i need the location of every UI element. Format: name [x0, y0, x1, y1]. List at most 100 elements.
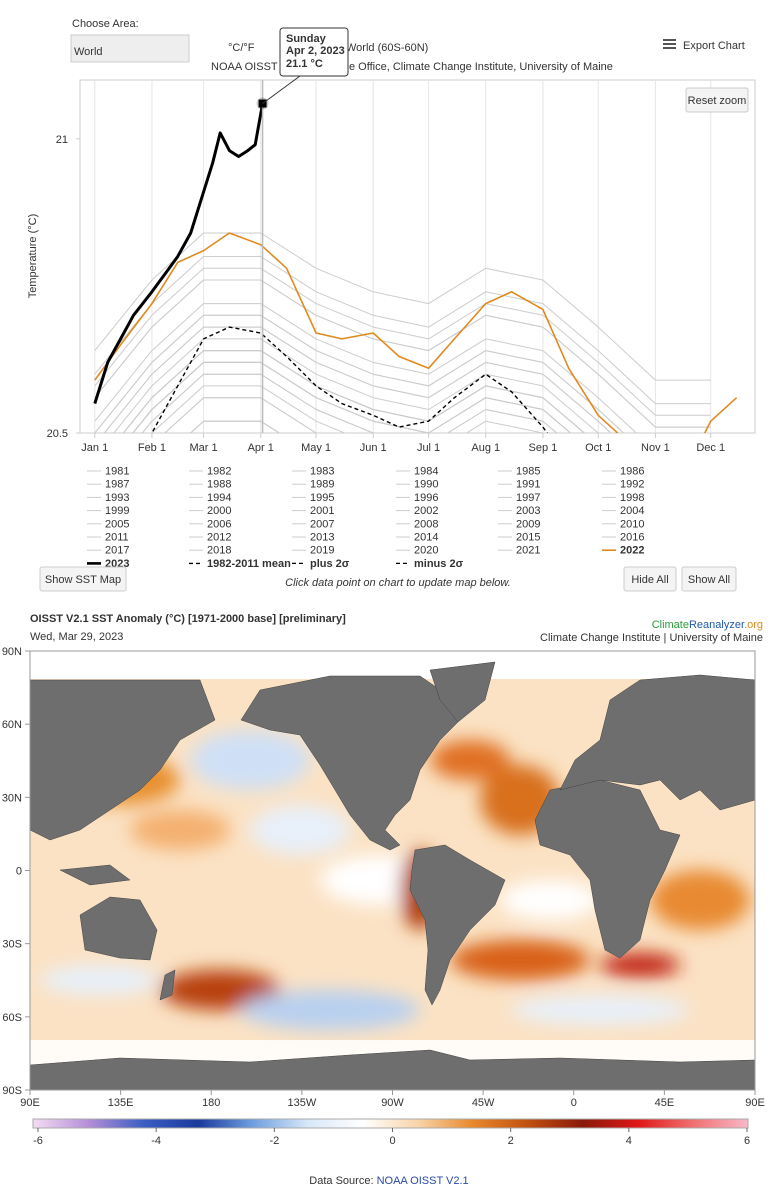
y-axis-label: Temperature (°C): [27, 214, 39, 298]
legend-label[interactable]: 2010: [620, 518, 644, 530]
legend-label[interactable]: 2012: [207, 532, 231, 544]
legend-label[interactable]: 2003: [516, 505, 540, 517]
show-map-button[interactable]: Show SST Map: [39, 566, 127, 592]
legend-label[interactable]: 2004: [620, 505, 644, 517]
series-line: [103, 326, 612, 433]
colorbar-label: 0: [389, 1135, 395, 1147]
legend-label[interactable]: 1984: [414, 466, 438, 478]
show-all-button[interactable]: Show All: [681, 566, 737, 592]
footer-link[interactable]: NOAA OISST V2.1: [377, 1175, 469, 1187]
series-line: [189, 420, 281, 433]
legend-label[interactable]: 2019: [310, 545, 334, 557]
tooltip-day: Sunday: [286, 33, 327, 45]
lon-label: 90E: [20, 1097, 40, 1109]
hide-all-button[interactable]: Hide All: [623, 566, 677, 592]
legend-label[interactable]: 2006: [207, 518, 231, 530]
legend-label[interactable]: 1993: [105, 492, 129, 504]
series-line: [93, 103, 265, 405]
legend-label[interactable]: 2008: [414, 518, 438, 530]
legend-label[interactable]: 1987: [105, 479, 129, 491]
lon-label: 0: [571, 1097, 577, 1109]
series-line: [202, 432, 262, 433]
legend-label[interactable]: 2015: [516, 532, 540, 544]
lat-label: 60N: [2, 719, 22, 731]
legend-label[interactable]: 1991: [516, 479, 540, 491]
colorbar-label: 4: [626, 1135, 632, 1147]
legend-label[interactable]: 2022: [620, 545, 644, 557]
series-line: [94, 256, 711, 405]
x-tick-label: Apr 1: [248, 442, 274, 454]
series-line: [95, 445, 711, 592]
legend-label[interactable]: 1988: [207, 479, 231, 491]
series-line: [95, 445, 711, 592]
legend-label[interactable]: 2017: [105, 545, 129, 557]
tooltip: Sunday Apr 2, 2023 21.1 °C: [262, 27, 349, 104]
x-tick-label: May 1: [301, 442, 331, 454]
legend-label[interactable]: 2020: [414, 545, 438, 557]
legend-label[interactable]: 2000: [207, 505, 231, 517]
legend-label[interactable]: 2021: [516, 545, 540, 557]
x-tick-label: Feb 1: [138, 442, 166, 454]
y-tick-label: 20.5: [47, 428, 68, 440]
series-line: [189, 420, 281, 433]
legend-label[interactable]: 1998: [620, 492, 644, 504]
series-line: [94, 232, 711, 381]
plot: Jan 1 Feb 1 Mar 1 Apr 1 May 1 Jun 1 Jul 1 Aug 1…: [47, 79, 756, 592]
legend-label[interactable]: minus 2σ: [414, 558, 464, 570]
legend-label[interactable]: 1982: [207, 466, 231, 478]
legend-label[interactable]: 2013: [310, 532, 334, 544]
lon-label: 45E: [655, 1097, 675, 1109]
series-line: [94, 267, 711, 416]
map-date: Wed, Mar 29, 2023: [30, 631, 123, 643]
legend-label[interactable]: 1983: [310, 466, 334, 478]
logo-part: Reanalyzer: [689, 619, 745, 631]
legend-label[interactable]: 1989: [310, 479, 334, 491]
legend-label[interactable]: 1985: [516, 466, 540, 478]
legend-label[interactable]: 1981: [105, 466, 129, 478]
legend-label[interactable]: 1999: [105, 505, 129, 517]
colorbar-ticks: -6 -4 -2 0 2 4 6: [33, 1128, 750, 1147]
series-line: [164, 397, 489, 433]
x-tick-label: Oct 1: [585, 442, 611, 454]
legend-label[interactable]: 1982-2011 mean: [207, 558, 291, 570]
legend-label[interactable]: 2011: [105, 532, 129, 544]
legend-label[interactable]: 1995: [310, 492, 334, 504]
tooltip-value: 21.1 °C: [286, 58, 323, 70]
lon-label: 90W: [381, 1097, 404, 1109]
x-tick-label: Sep 1: [529, 442, 558, 454]
area-select[interactable]: World: [70, 34, 190, 63]
legend-label[interactable]: 2014: [414, 532, 438, 544]
logo: ClimateReanalyzer.org: [652, 619, 763, 631]
legend-label[interactable]: 2007: [310, 518, 334, 530]
units-toggle[interactable]: °C/°F: [228, 42, 255, 54]
legend-label[interactable]: 1997: [516, 492, 540, 504]
legend-label[interactable]: 2009: [516, 518, 540, 530]
legend-label[interactable]: 2005: [105, 518, 129, 530]
series-line: [94, 232, 738, 433]
reset-label: Reset zoom: [688, 95, 747, 107]
legend-label[interactable]: 1994: [207, 492, 231, 504]
legend-label[interactable]: 2002: [414, 505, 438, 517]
legend: 1981 1982 1983 1984 1985 1986 1987 1988 1989 1990…: [87, 466, 644, 570]
legend-label[interactable]: 2016: [620, 532, 644, 544]
export-menu[interactable]: Export Chart: [663, 39, 745, 52]
subtitle: e Office, Climate Change Institute, Univ…: [349, 61, 613, 73]
legend-label[interactable]: plus 2σ: [310, 558, 350, 570]
legend-label[interactable]: 1996: [414, 492, 438, 504]
legend-label[interactable]: 2018: [207, 545, 231, 557]
legend-label[interactable]: 2001: [310, 505, 334, 517]
x-tick-label: Jul 1: [417, 442, 440, 454]
series-line: [202, 432, 262, 433]
x-tick-label: Mar 1: [190, 442, 218, 454]
colorbar-label: 2: [508, 1135, 514, 1147]
series-line: [113, 338, 599, 433]
logo-part: .org: [744, 619, 763, 631]
lines: [93, 103, 738, 592]
legend-label[interactable]: 1992: [620, 479, 644, 491]
reset-zoom[interactable]: Reset zoom: [685, 87, 749, 113]
legend-label[interactable]: 1986: [620, 466, 644, 478]
series-line: [202, 432, 262, 433]
legend-label[interactable]: 1990: [414, 479, 438, 491]
series-line: [150, 326, 549, 433]
